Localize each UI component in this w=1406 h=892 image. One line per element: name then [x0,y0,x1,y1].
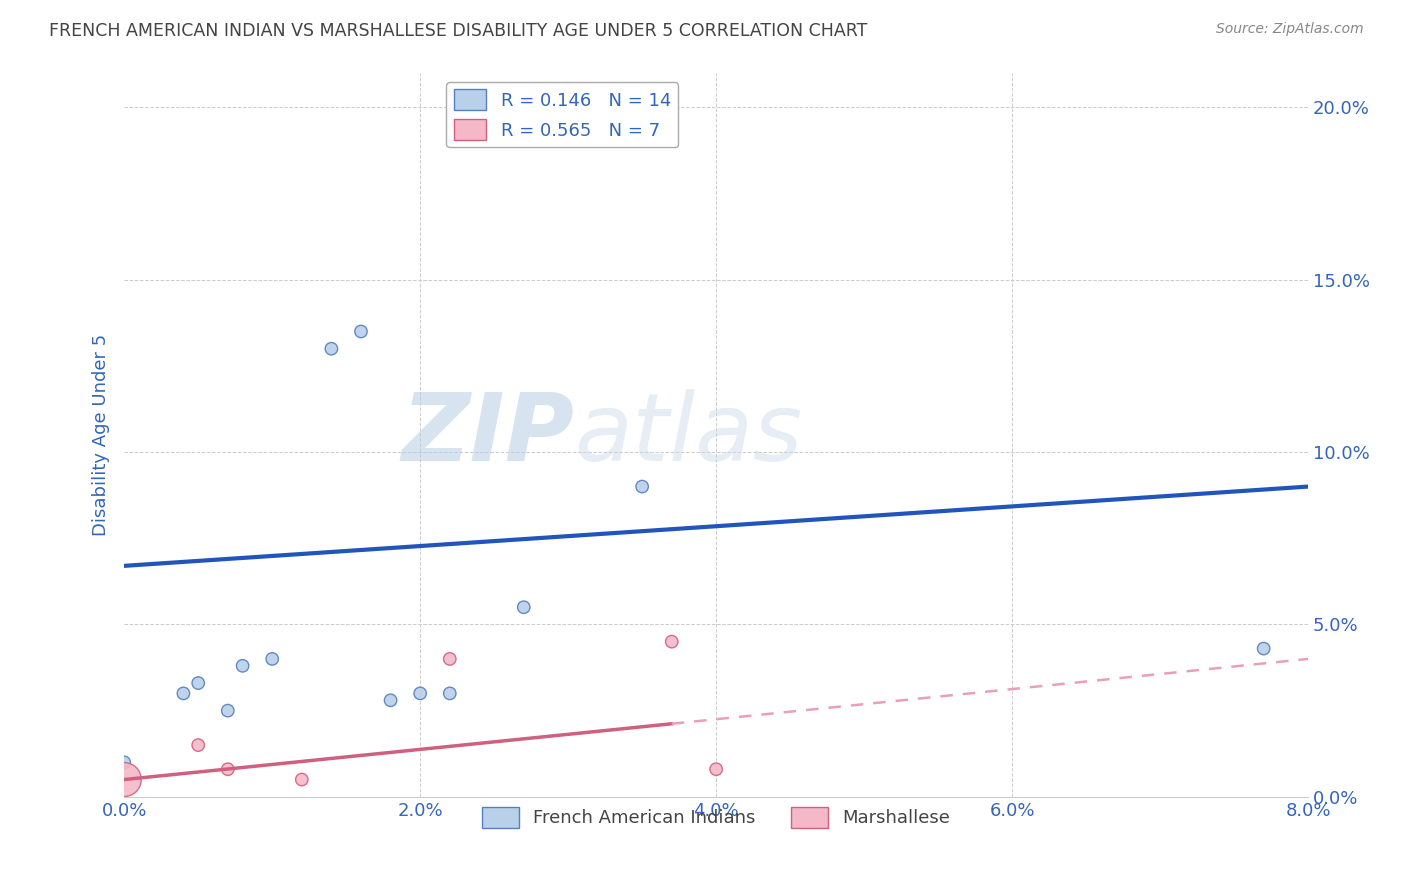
Point [661,634,683,648]
Text: FRENCH AMERICAN INDIAN VS MARSHALLESE DISABILITY AGE UNDER 5 CORRELATION CHART: FRENCH AMERICAN INDIAN VS MARSHALLESE DI… [49,22,868,40]
Point [631,479,654,493]
Point [439,652,461,666]
Point [112,772,135,787]
Point [217,704,239,718]
Point [321,342,343,356]
Point [112,756,135,770]
Point [291,772,314,787]
Point [380,693,402,707]
Point [1253,641,1275,656]
Point [232,658,254,673]
Point [439,686,461,700]
Text: ZIP: ZIP [401,389,574,481]
Point [513,600,536,615]
Point [187,676,209,690]
Point [187,738,209,752]
Y-axis label: Disability Age Under 5: Disability Age Under 5 [93,334,110,536]
Legend: French American Indians, Marshallese: French American Indians, Marshallese [475,799,957,835]
Point [704,762,727,776]
Point [217,762,239,776]
Point [172,686,194,700]
Text: atlas: atlas [574,390,803,481]
Point [409,686,432,700]
Point [262,652,284,666]
Point [350,325,373,339]
Text: Source: ZipAtlas.com: Source: ZipAtlas.com [1216,22,1364,37]
